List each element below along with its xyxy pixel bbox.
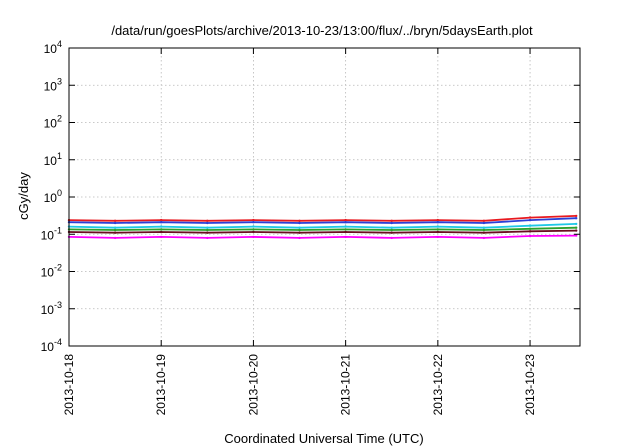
data-point [252,221,255,224]
data-point [344,230,347,234]
x-tick-label: 2013-10-19 [154,354,168,416]
data-point [344,228,347,231]
y-tick-label: 104 [44,39,62,56]
data-point [436,218,439,222]
data-point [390,221,393,225]
data-point [206,226,209,229]
data-point [206,236,209,240]
data-point [436,230,439,234]
data-point [113,231,117,234]
data-point [528,234,532,238]
data-point [482,236,486,240]
y-axis: 10-4 10-3 10-2 10-1 100 101 102 103 104 [41,39,580,354]
chart-title: /data/run/goesPlots/archive/2013-10-23/1… [111,23,533,38]
data-point [160,221,163,224]
data-point [575,214,578,218]
data-point [160,235,163,239]
data-point [390,219,393,222]
data-point [575,217,578,220]
data-point [206,221,209,225]
data-point [575,229,578,232]
x-tick-label: 2013-10-18 [62,354,76,416]
grid [69,48,580,346]
data-point [160,225,163,228]
series-line-5 [68,229,577,234]
data-point [575,234,578,237]
data-point [252,218,255,222]
x-axis: 2013-10-18 2013-10-19 2013-10-20 2013-10-21… [62,48,537,415]
data-point [390,228,393,232]
data-point [160,230,163,234]
data-point [528,230,532,233]
data-point [436,221,439,224]
data-point [436,225,439,228]
x-axis-title: Coordinated Universal Time (UTC) [224,431,423,446]
series-line-1 [68,215,577,222]
y-tick-label: 10-1 [41,225,62,242]
data-point [113,221,117,225]
data-point [344,225,347,228]
data-point [390,236,393,240]
data-point [344,218,347,222]
series-line-3 [68,223,577,229]
series-line-6 [68,234,577,239]
series-line-2 [68,217,577,224]
series-line-4 [68,226,577,231]
data-point [206,231,209,234]
x-tick-label: 2013-10-20 [246,354,260,416]
y-axis-title: cGy/day [16,172,31,220]
data-point [160,218,163,222]
data-point [344,235,347,239]
data-point [298,226,301,229]
y-tick-label: 102 [44,114,62,131]
data-point [390,226,393,229]
data-point [528,224,532,227]
data-point [113,226,117,229]
y-tick-label: 103 [44,76,62,93]
data-point [252,235,255,239]
x-tick-label: 2013-10-22 [431,354,445,416]
data-point [436,235,439,239]
y-tick-label: 101 [44,151,62,168]
data-point [482,221,486,225]
data-point [390,231,393,234]
data-point [298,236,301,240]
data-point [482,219,486,222]
data-point [113,219,117,222]
data-point [575,226,578,229]
y-tick-label: 10-3 [41,300,62,317]
data-point [298,231,301,234]
x-tick-label: 2013-10-21 [339,354,353,416]
data-point [482,231,486,234]
y-tick-label: 100 [44,188,62,205]
x-tick-label: 2013-10-23 [523,354,537,416]
data-point [252,228,255,231]
data-point [298,221,301,225]
data-point [206,228,209,232]
data-point [436,228,439,231]
data-point [528,216,532,219]
data-point [252,225,255,228]
data-point [528,218,532,222]
data-point [252,230,255,234]
y-tick-label: 10-4 [41,337,62,354]
data-point [298,228,301,232]
data-point [160,228,163,231]
data-point [575,222,578,226]
data-point [482,228,486,232]
data-point [206,219,209,222]
data-point [344,221,347,224]
data-point [298,219,301,222]
data-point [113,236,117,240]
data-point [482,226,486,229]
data-point [113,228,117,232]
series-group [67,214,578,240]
y-tick-label: 10-2 [41,263,62,280]
data-point [528,227,532,230]
